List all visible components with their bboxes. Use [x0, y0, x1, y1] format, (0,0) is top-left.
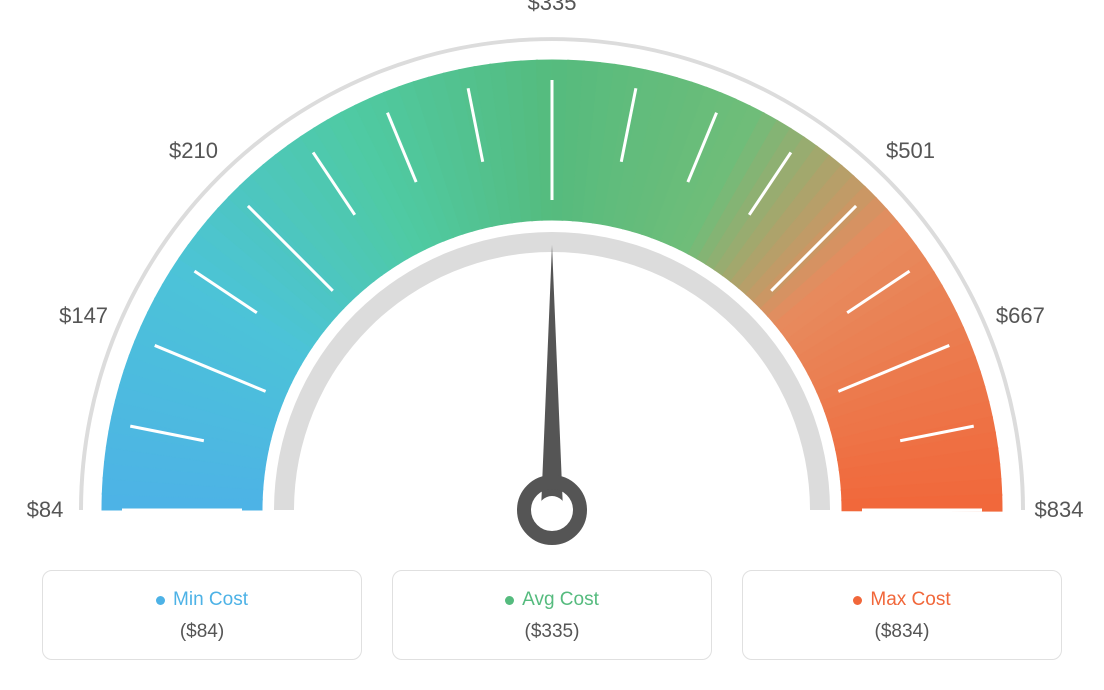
legend-title-text: Avg Cost: [522, 589, 599, 611]
gauge-tick-label: $84: [27, 497, 64, 523]
legend-card: Min Cost ($84): [42, 570, 362, 660]
gauge-tick-label: $210: [169, 138, 218, 164]
gauge-tick-label: $147: [59, 303, 108, 329]
legend-row: Min Cost ($84) Avg Cost ($335) Max Cost ($834…: [0, 570, 1104, 660]
legend-value: ($84): [53, 621, 351, 643]
gauge-svg: [0, 0, 1104, 560]
legend-title-text: Max Cost: [870, 589, 950, 611]
legend-title: Avg Cost: [505, 589, 599, 611]
legend-title-text: Min Cost: [173, 589, 248, 611]
legend-dot-icon: [156, 596, 165, 605]
legend-title: Min Cost: [156, 589, 248, 611]
legend-card: Max Cost ($834): [742, 570, 1062, 660]
legend-value: ($834): [753, 621, 1051, 643]
legend-title: Max Cost: [853, 589, 950, 611]
gauge-tick-label: $335: [528, 0, 577, 16]
legend-card: Avg Cost ($335): [392, 570, 712, 660]
legend-dot-icon: [505, 596, 514, 605]
gauge-needle: [541, 245, 563, 510]
gauge-tick-label: $834: [1035, 497, 1084, 523]
legend-value: ($335): [403, 621, 701, 643]
gauge-tick-label: $501: [886, 138, 935, 164]
gauge-tick-label: $667: [996, 303, 1045, 329]
legend-dot-icon: [853, 596, 862, 605]
cost-gauge: $84 $147 $210 $335 $501 $667 $834: [0, 0, 1104, 560]
